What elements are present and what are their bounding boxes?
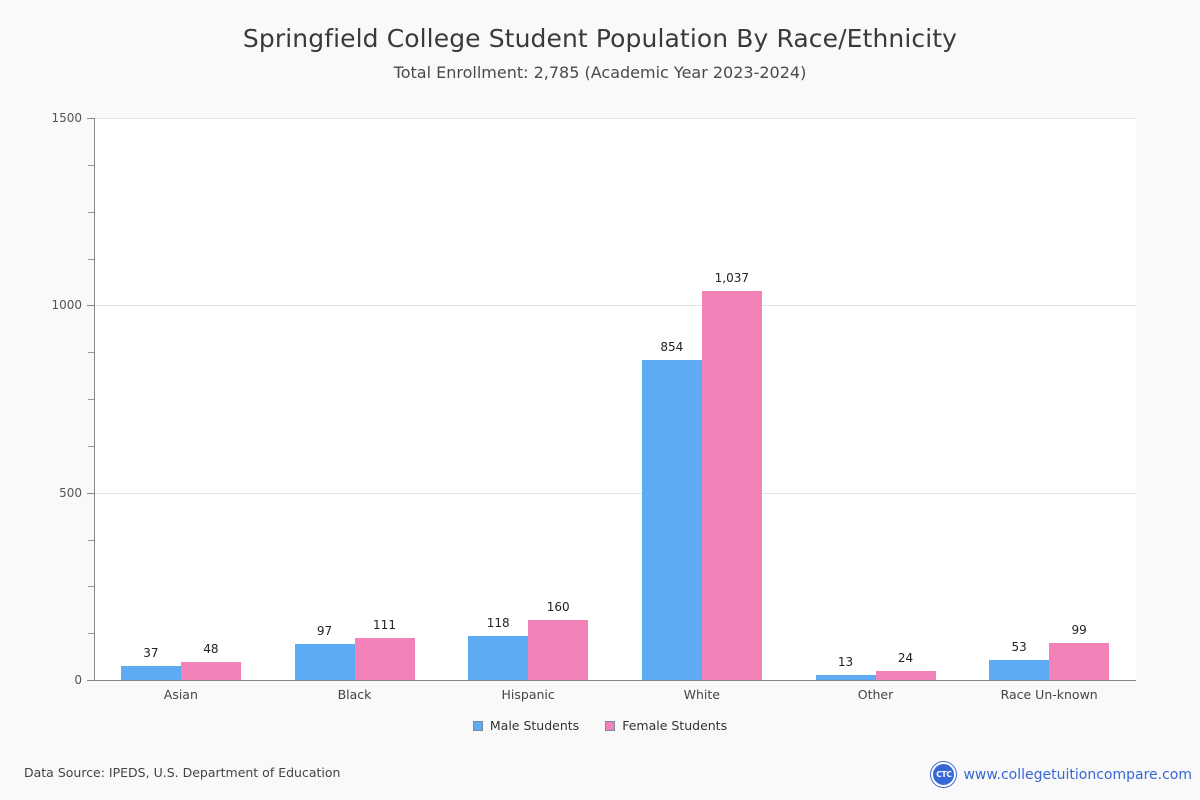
chart-subtitle: Total Enrollment: 2,785 (Academic Year 2…: [393, 63, 807, 82]
bar-value-label: 24: [897, 651, 914, 665]
gridline: [94, 118, 1136, 119]
bar-value-label: 53: [1011, 640, 1027, 655]
bar-other-male[interactable]: [815, 675, 876, 680]
bar-value-label: 118: [486, 615, 510, 630]
bar-race-un-known-male[interactable]: [989, 660, 1050, 680]
x-axis-label-asian: Asian: [163, 687, 198, 702]
y-axis-tick-label: 1500: [51, 111, 82, 125]
legend-item-female-students[interactable]: Female Students: [605, 718, 727, 733]
x-axis-label-race-un-known: Race Un-known: [1000, 687, 1098, 702]
bar-white-male[interactable]: [641, 360, 702, 680]
x-axis-label-black: Black: [337, 687, 372, 702]
bar-black-male[interactable]: [294, 643, 355, 680]
bar-asian-male[interactable]: [120, 666, 181, 680]
bar-asian-female[interactable]: [180, 662, 241, 680]
bar-other-female[interactable]: [875, 671, 936, 680]
brand-link[interactable]: CTC www.collegetuitioncompare.com: [931, 762, 1192, 787]
y-axis-minor-tick: [88, 633, 94, 635]
page-title: Springfield College Student Population B…: [242, 24, 958, 53]
data-source-text: Data Source: IPEDS, U.S. Department of E…: [24, 765, 341, 780]
chart-legend: Male Students Female Students: [0, 718, 1200, 733]
plot-area-background: [94, 118, 1136, 680]
bar-white-female[interactable]: [701, 291, 762, 680]
bar-value-label: 97: [316, 623, 333, 638]
chart-footer: Data Source: IPEDS, U.S. Department of E…: [0, 760, 1200, 800]
bars-layer: [94, 118, 1136, 680]
ctc-logo-icon: CTC: [931, 762, 957, 787]
bar-value-label: 48: [203, 642, 219, 657]
y-axis-minor-tick: [88, 164, 94, 166]
bar-value-label: 99: [1071, 622, 1087, 637]
x-axis-label-other: Other: [857, 687, 894, 702]
gridline: [94, 305, 1136, 307]
brand-url-text: www.collegetuitioncompare.com: [963, 766, 1192, 783]
y-axis-minor-tick: [88, 586, 94, 588]
y-axis-tick: [87, 492, 94, 494]
bar-value-label: 1,037: [714, 271, 750, 286]
gridline: [94, 492, 1136, 494]
bar-hispanic-male[interactable]: [468, 635, 529, 680]
y-axis-minor-tick: [88, 539, 94, 541]
legend-item-label: Male Students: [489, 718, 580, 733]
bar-hispanic-female[interactable]: [528, 620, 589, 680]
x-axis-label-hispanic: Hispanic: [501, 687, 555, 702]
chart-header: Springfield College Student Population B…: [0, 0, 1200, 82]
y-axis-minor-tick: [88, 258, 94, 260]
legend-swatch-icon: [472, 720, 483, 731]
bar-value-label: 111: [373, 618, 396, 633]
y-axis-tick-label: 500: [59, 485, 82, 500]
y-axis-tick-label: 1000: [51, 298, 82, 313]
bar-value-label: 160: [546, 600, 570, 615]
bar-race-un-known-female[interactable]: [1049, 642, 1110, 680]
y-axis-line: [94, 118, 95, 680]
y-axis-tick-label: 0: [74, 673, 82, 687]
bar-value-label: 37: [143, 646, 159, 661]
y-axis-minor-tick: [88, 211, 94, 213]
y-axis-tick: [87, 680, 94, 681]
y-axis-minor-tick: [88, 399, 94, 400]
x-axis-line: [94, 680, 1136, 681]
legend-item-male-students[interactable]: Male Students: [472, 718, 580, 733]
y-axis-minor-tick: [88, 445, 94, 447]
y-axis-minor-tick: [88, 352, 94, 354]
legend-item-label: Female Students: [622, 718, 728, 733]
legend-swatch-icon: [605, 720, 616, 731]
bar-value-label: 854: [660, 340, 684, 355]
y-axis-tick: [87, 118, 94, 119]
y-axis-tick: [87, 305, 94, 307]
x-axis-label-white: White: [683, 687, 721, 702]
bar-black-female[interactable]: [354, 638, 415, 680]
bar-value-label: 13: [837, 655, 854, 670]
